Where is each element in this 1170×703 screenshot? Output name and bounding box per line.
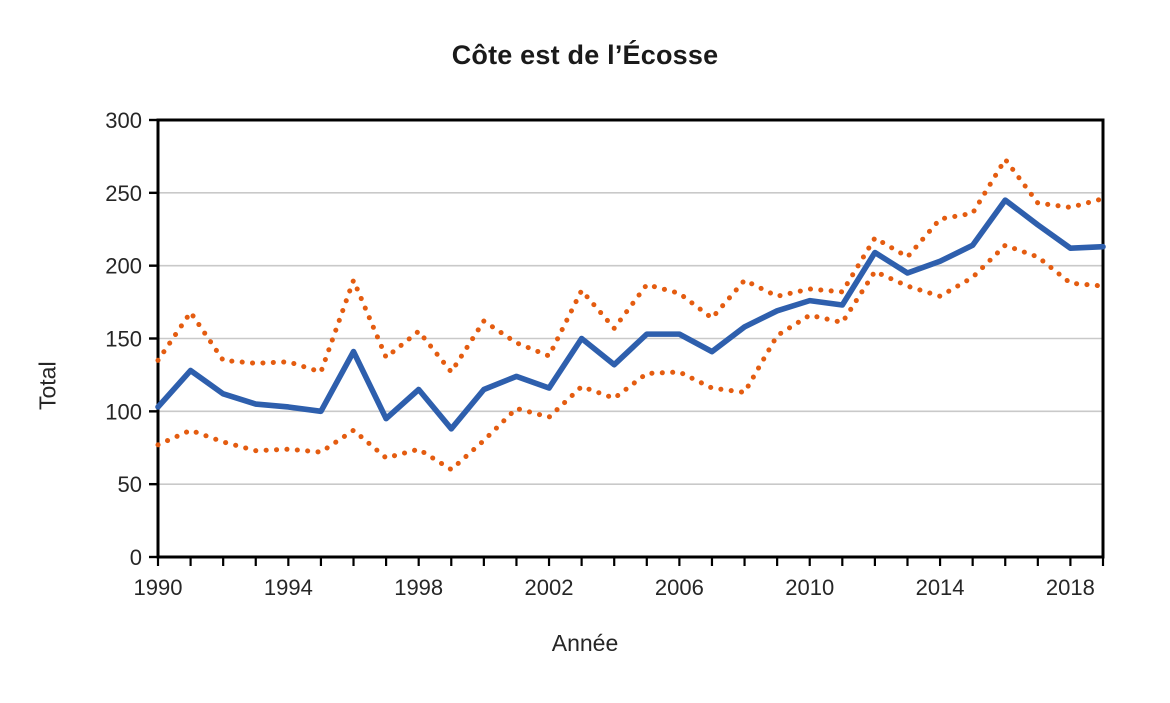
- x-tick-label: 2002: [525, 575, 574, 600]
- x-tick-label: 1994: [264, 575, 313, 600]
- x-tick-label: 1990: [134, 575, 183, 600]
- x-tick-label: 1998: [394, 575, 443, 600]
- y-tick-label: 300: [105, 108, 142, 133]
- y-tick-label: 100: [105, 399, 142, 424]
- y-tick-label: 200: [105, 254, 142, 279]
- x-tick-label: 2010: [785, 575, 834, 600]
- x-tick-label: 2018: [1046, 575, 1095, 600]
- series-line-0: [155, 197, 1106, 432]
- x-tick-label: 2006: [655, 575, 704, 600]
- chart-title: Côte est de l’Écosse: [451, 40, 719, 70]
- series-line-2: [155, 242, 1106, 473]
- x-axis-title: Année: [551, 630, 619, 656]
- series-line-1: [155, 156, 1106, 375]
- y-tick-label: 50: [118, 472, 142, 497]
- x-tick-label: 2014: [916, 575, 965, 600]
- y-tick-label: 150: [105, 327, 142, 352]
- y-tick-label: 0: [130, 545, 142, 570]
- y-tick-label: 250: [105, 181, 142, 206]
